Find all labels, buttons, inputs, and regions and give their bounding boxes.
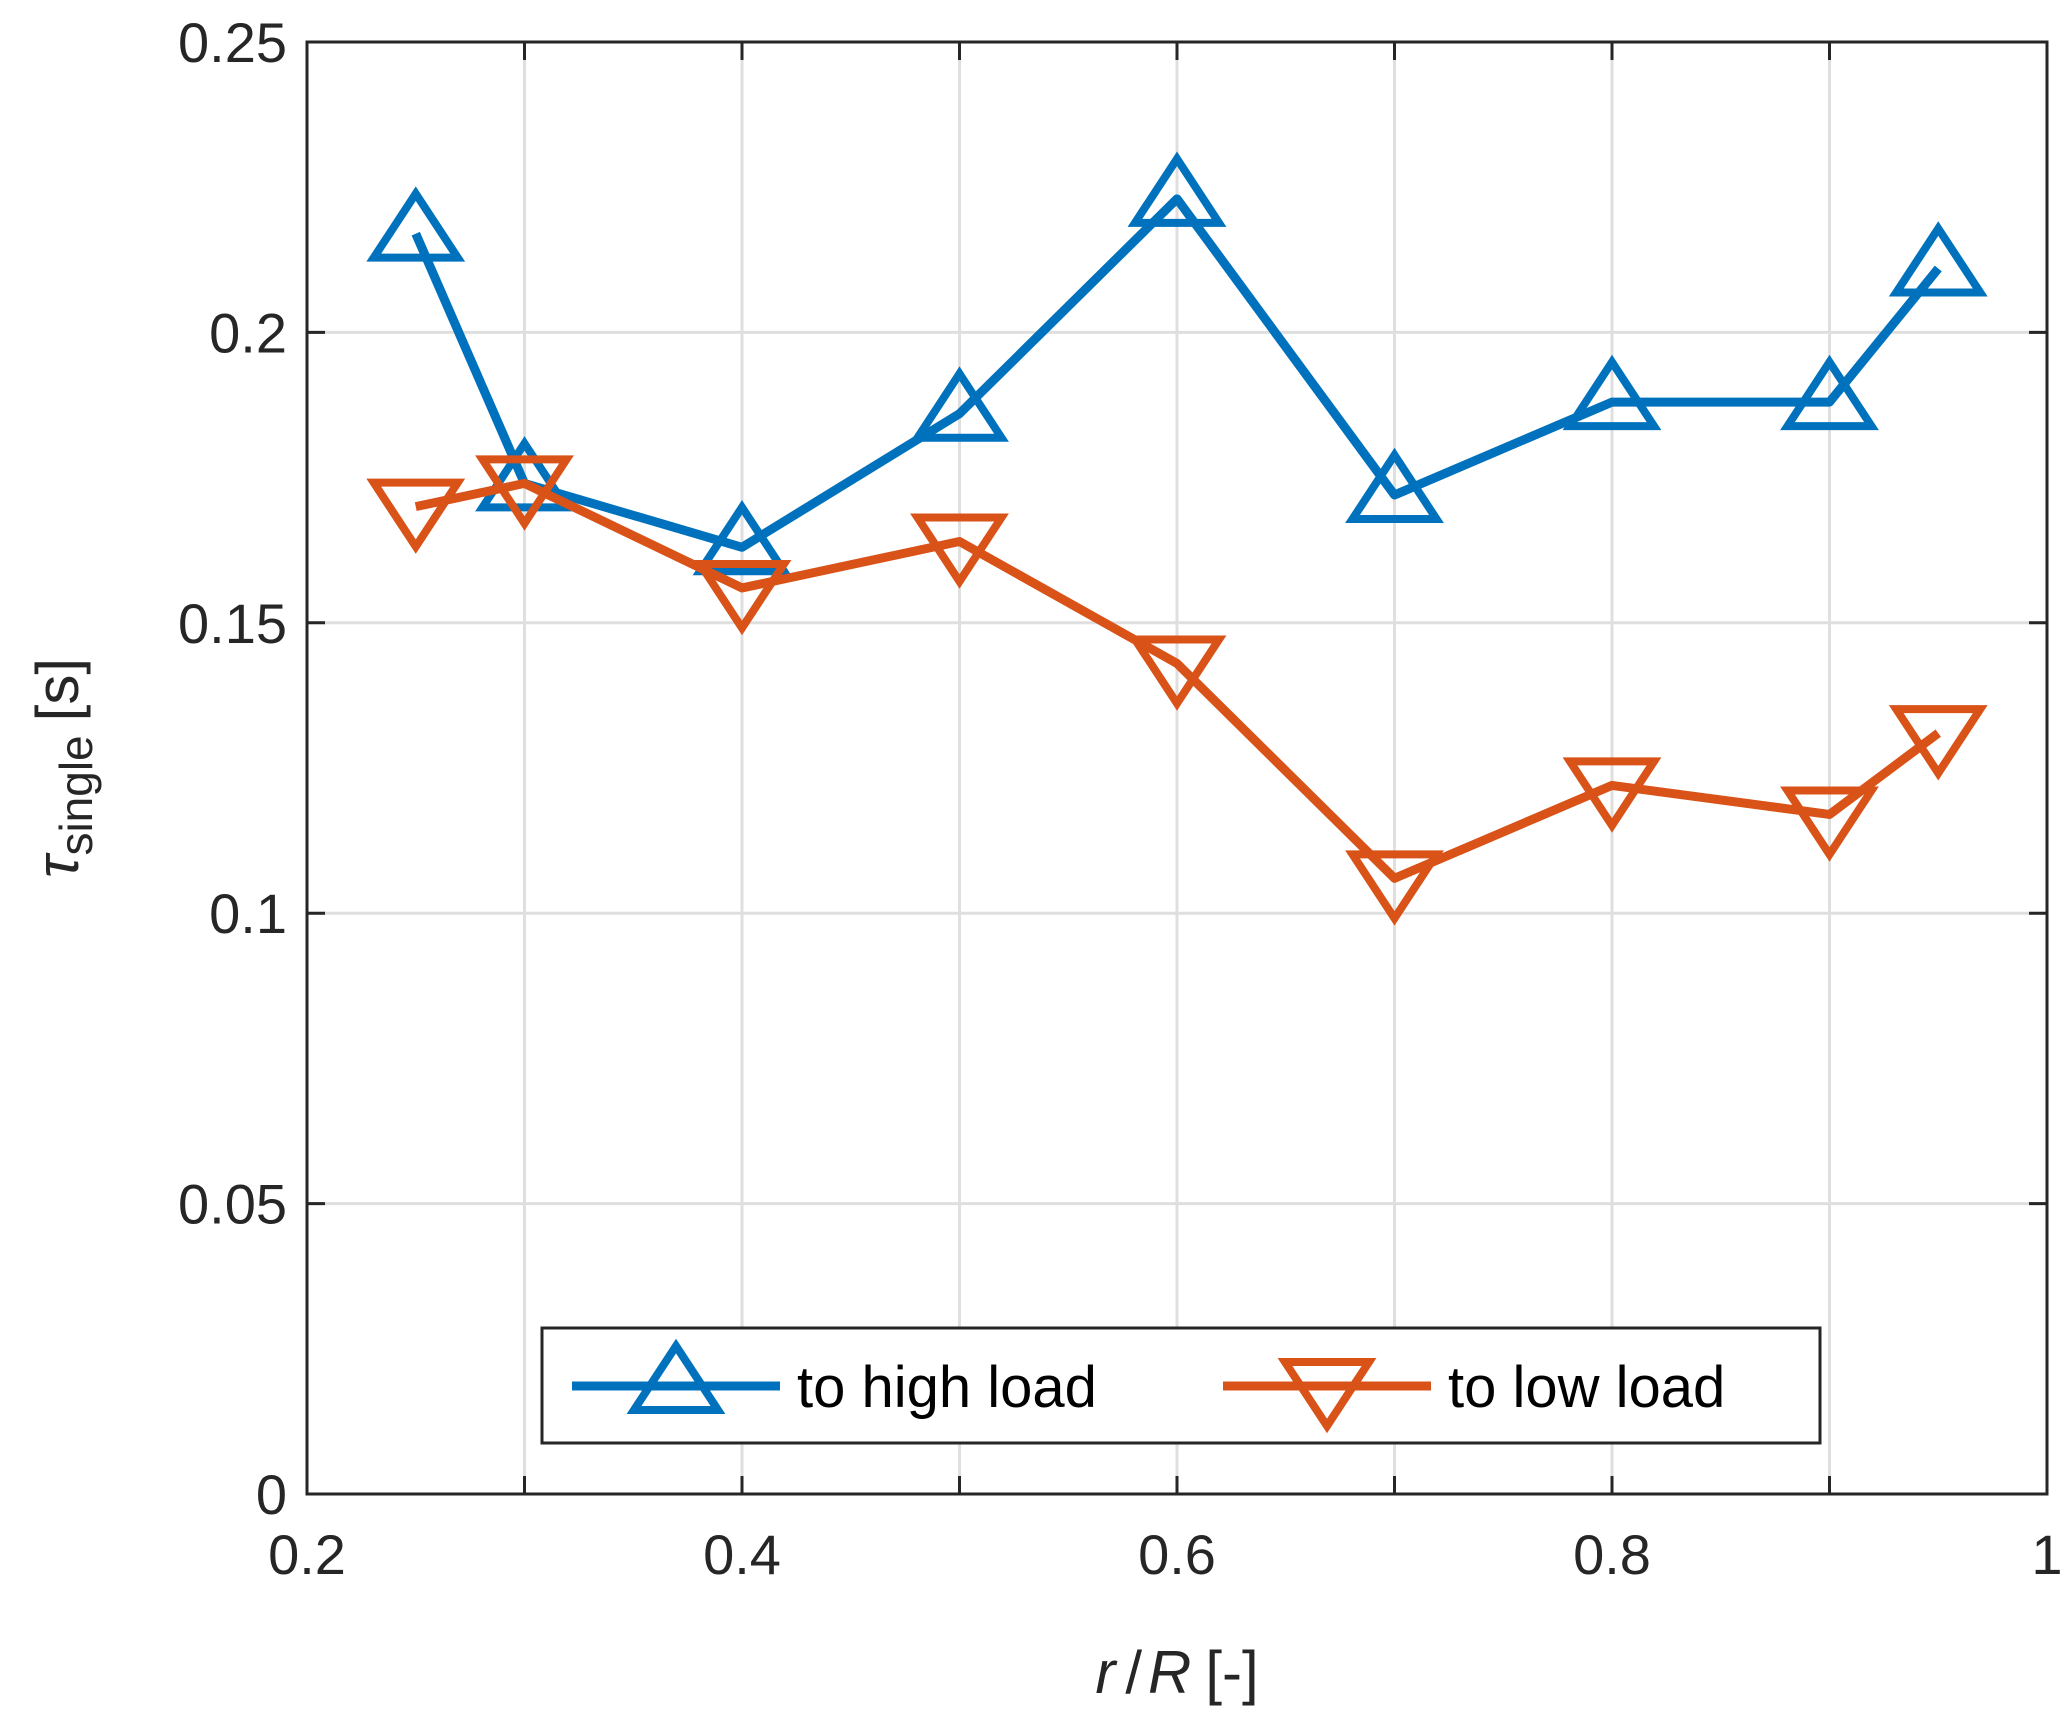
legend-label-low-load: to low load bbox=[1448, 1355, 1725, 1420]
y-tick-label: 0 bbox=[256, 1463, 287, 1526]
y-tick-labels: 0 0.05 0.1 0.15 0.2 0.25 bbox=[178, 11, 287, 1526]
x-axis-label: r / R [-] bbox=[1095, 1639, 1258, 1706]
x-tick-label: 0.8 bbox=[1573, 1523, 1651, 1586]
data-point-marker bbox=[1127, 151, 1227, 227]
legend: to high load to low load bbox=[540, 1326, 1822, 1445]
data-point-marker bbox=[1345, 850, 1444, 926]
data-point-marker bbox=[910, 366, 1009, 442]
x-tick-label: 0.6 bbox=[1138, 1523, 1216, 1586]
data-point-marker bbox=[1780, 786, 1879, 862]
y-tick-label: 0.1 bbox=[209, 882, 287, 945]
legend-label-high-load: to high load bbox=[797, 1355, 1097, 1420]
legend-entries bbox=[572, 1338, 1431, 1434]
data-point-marker bbox=[1562, 757, 1662, 833]
data-point-marker bbox=[910, 513, 1009, 589]
data-point-marker bbox=[366, 186, 466, 262]
legend-marker bbox=[626, 1338, 726, 1414]
data-point-marker bbox=[475, 455, 574, 531]
grid-lines bbox=[307, 42, 2047, 1494]
data-point-marker bbox=[1562, 354, 1662, 431]
data-point-marker bbox=[692, 500, 792, 576]
series-layer bbox=[366, 151, 1988, 926]
x-tick-label: 0.2 bbox=[268, 1523, 346, 1586]
x-tick-labels: 0.2 0.4 0.6 0.8 1 bbox=[268, 1523, 2063, 1586]
data-point-marker bbox=[1888, 221, 1988, 297]
legend-marker bbox=[1277, 1358, 1377, 1434]
series-low-load bbox=[366, 455, 1988, 926]
x-tick-label: 0.4 bbox=[703, 1523, 781, 1586]
data-point-marker bbox=[1888, 705, 1988, 781]
y-tick-label: 0.05 bbox=[178, 1173, 287, 1236]
y-tick-label: 0.25 bbox=[178, 11, 287, 74]
x-tick-label: 1 bbox=[2031, 1523, 2062, 1586]
data-point-marker bbox=[1780, 354, 1879, 431]
data-point-marker bbox=[692, 559, 792, 636]
series-line bbox=[414, 478, 1941, 883]
y-tick-label: 0.2 bbox=[209, 301, 287, 364]
data-point-marker bbox=[1345, 447, 1444, 524]
axis-ticks bbox=[307, 42, 2047, 1494]
series-high-load bbox=[366, 151, 1988, 576]
data-point-marker bbox=[475, 436, 574, 512]
data-point-marker bbox=[1127, 635, 1227, 711]
y-tick-label: 0.15 bbox=[178, 592, 287, 655]
series-line bbox=[411, 194, 1942, 552]
data-point-marker bbox=[366, 478, 466, 554]
y-axis-label: τsingle[s] bbox=[24, 658, 102, 878]
